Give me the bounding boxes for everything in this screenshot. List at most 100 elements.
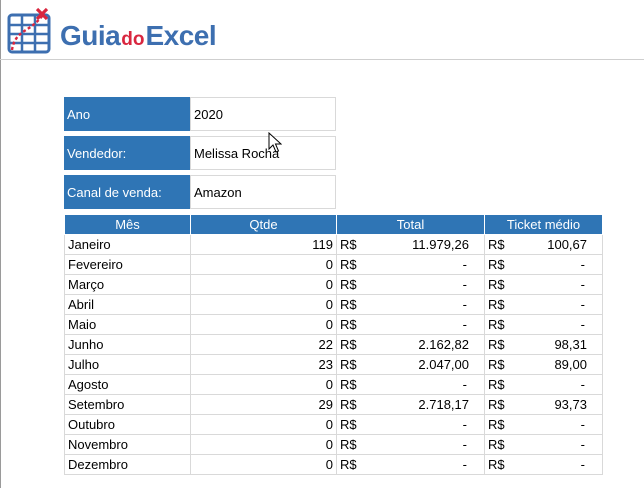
cell-total[interactable]: R$ 2.047,00 bbox=[336, 354, 485, 375]
table-row: Fevereiro 0 R$ - R$ - bbox=[64, 254, 603, 275]
header-qtde[interactable]: Qtde bbox=[190, 214, 337, 235]
cell-ticket-medio[interactable]: R$ - bbox=[484, 254, 603, 275]
currency-symbol: R$ bbox=[488, 296, 505, 312]
cell-ticket-medio[interactable]: R$ - bbox=[484, 274, 603, 295]
vendedor-cell[interactable]: Melissa Rocha bbox=[190, 136, 336, 170]
cell-qtde[interactable]: 0 bbox=[190, 254, 337, 275]
currency-symbol: R$ bbox=[340, 296, 357, 312]
cell-total[interactable]: R$ - bbox=[336, 314, 485, 335]
cell-qtde[interactable]: 0 bbox=[190, 434, 337, 455]
cell-mes[interactable]: Setembro bbox=[64, 394, 191, 415]
cell-total[interactable]: R$ - bbox=[336, 434, 485, 455]
currency-symbol: R$ bbox=[340, 416, 357, 432]
cell-ticket-medio[interactable]: R$ 98,31 bbox=[484, 334, 603, 355]
cell-mes[interactable]: Abril bbox=[64, 294, 191, 315]
table-row: Setembro 29 R$ 2.718,17 R$ 93,73 bbox=[64, 394, 603, 415]
cell-qtde[interactable]: 0 bbox=[190, 294, 337, 315]
cell-qtde[interactable]: 23 bbox=[190, 354, 337, 375]
cell-ticket-medio[interactable]: R$ - bbox=[484, 454, 603, 475]
cell-ticket-medio[interactable]: R$ - bbox=[484, 414, 603, 435]
currency-symbol: R$ bbox=[488, 276, 505, 292]
cell-mes[interactable]: Maio bbox=[64, 314, 191, 335]
cell-qtde[interactable]: 0 bbox=[190, 454, 337, 475]
cell-total[interactable]: R$ - bbox=[336, 274, 485, 295]
cell-qtde[interactable]: 0 bbox=[190, 274, 337, 295]
total-value: - bbox=[462, 256, 467, 272]
cell-ticket-medio[interactable]: R$ 93,73 bbox=[484, 394, 603, 415]
header-ticket-medio[interactable]: Ticket médio bbox=[484, 214, 603, 235]
cell-mes[interactable]: Agosto bbox=[64, 374, 191, 395]
mouse-pointer-icon bbox=[268, 132, 282, 153]
currency-symbol: R$ bbox=[340, 356, 357, 372]
cell-mes[interactable]: Fevereiro bbox=[64, 254, 191, 275]
cell-ticket-medio[interactable]: R$ 89,00 bbox=[484, 354, 603, 375]
cell-total[interactable]: R$ - bbox=[336, 374, 485, 395]
cell-mes[interactable]: Novembro bbox=[64, 434, 191, 455]
cell-qtde[interactable]: 22 bbox=[190, 334, 337, 355]
canal-cell[interactable]: Amazon bbox=[190, 175, 336, 209]
currency-symbol: R$ bbox=[340, 376, 357, 392]
cell-ticket-medio[interactable]: R$ - bbox=[484, 434, 603, 455]
header-mes[interactable]: Mês bbox=[64, 214, 191, 235]
ticket-value: - bbox=[580, 276, 585, 292]
cell-total[interactable]: R$ - bbox=[336, 454, 485, 475]
cell-qtde[interactable]: 0 bbox=[190, 414, 337, 435]
table-row: Dezembro 0 R$ - R$ - bbox=[64, 454, 603, 475]
currency-symbol: R$ bbox=[488, 416, 505, 432]
ticket-value: - bbox=[580, 436, 585, 452]
logo-text-guia: Guia bbox=[60, 20, 121, 51]
total-value: - bbox=[462, 416, 467, 432]
currency-symbol: R$ bbox=[488, 456, 505, 472]
cell-mes[interactable]: Janeiro bbox=[64, 234, 191, 255]
cell-qtde[interactable]: 0 bbox=[190, 374, 337, 395]
currency-symbol: R$ bbox=[340, 436, 357, 452]
total-value: 2.162,82 bbox=[418, 336, 469, 352]
ticket-value: - bbox=[580, 416, 585, 432]
cell-total[interactable]: R$ 2.718,17 bbox=[336, 394, 485, 415]
cell-mes[interactable]: Dezembro bbox=[64, 454, 191, 475]
cell-total[interactable]: R$ 2.162,82 bbox=[336, 334, 485, 355]
table-row: Outubro 0 R$ - R$ - bbox=[64, 414, 603, 435]
vendedor-label: Vendedor: bbox=[64, 136, 190, 170]
currency-symbol: R$ bbox=[340, 396, 357, 412]
cell-ticket-medio[interactable]: R$ 100,67 bbox=[484, 234, 603, 255]
cell-total[interactable]: R$ 11.979,26 bbox=[336, 234, 485, 255]
total-value: 11.979,26 bbox=[412, 236, 469, 252]
ticket-value: - bbox=[580, 296, 585, 312]
cell-mes[interactable]: Março bbox=[64, 274, 191, 295]
currency-symbol: R$ bbox=[488, 256, 505, 272]
canal-label: Canal de venda: bbox=[64, 175, 190, 209]
cell-qtde[interactable]: 0 bbox=[190, 314, 337, 335]
cell-total[interactable]: R$ - bbox=[336, 294, 485, 315]
currency-symbol: R$ bbox=[340, 336, 357, 352]
cell-mes[interactable]: Outubro bbox=[64, 414, 191, 435]
currency-symbol: R$ bbox=[488, 316, 505, 332]
total-value: - bbox=[462, 376, 467, 392]
cell-mes[interactable]: Junho bbox=[64, 334, 191, 355]
currency-symbol: R$ bbox=[340, 456, 357, 472]
cell-ticket-medio[interactable]: R$ - bbox=[484, 374, 603, 395]
table-row: Abril 0 R$ - R$ - bbox=[64, 294, 603, 315]
cell-qtde[interactable]: 29 bbox=[190, 394, 337, 415]
cell-qtde[interactable]: 119 bbox=[190, 234, 337, 255]
cell-ticket-medio[interactable]: R$ - bbox=[484, 314, 603, 335]
currency-symbol: R$ bbox=[488, 376, 505, 392]
cell-ticket-medio[interactable]: R$ - bbox=[484, 294, 603, 315]
cell-total[interactable]: R$ - bbox=[336, 254, 485, 275]
ano-cell[interactable]: 2020 bbox=[190, 97, 336, 131]
cell-total[interactable]: R$ - bbox=[336, 414, 485, 435]
table-row: Maio 0 R$ - R$ - bbox=[64, 314, 603, 335]
ticket-value: - bbox=[580, 316, 585, 332]
sales-table: Mês Qtde Total Ticket médio Janeiro 119 R$… bbox=[64, 214, 603, 475]
currency-symbol: R$ bbox=[488, 336, 505, 352]
currency-symbol: R$ bbox=[488, 356, 505, 372]
total-value: - bbox=[462, 456, 467, 472]
spreadsheet-grid-icon bbox=[7, 7, 51, 54]
header-divider bbox=[0, 59, 644, 60]
total-value: 2.718,17 bbox=[418, 396, 469, 412]
table-row: Novembro 0 R$ - R$ - bbox=[64, 434, 603, 455]
window-left-border bbox=[0, 0, 1, 488]
cell-mes[interactable]: Julho bbox=[64, 354, 191, 375]
currency-symbol: R$ bbox=[488, 396, 505, 412]
header-total[interactable]: Total bbox=[336, 214, 485, 235]
